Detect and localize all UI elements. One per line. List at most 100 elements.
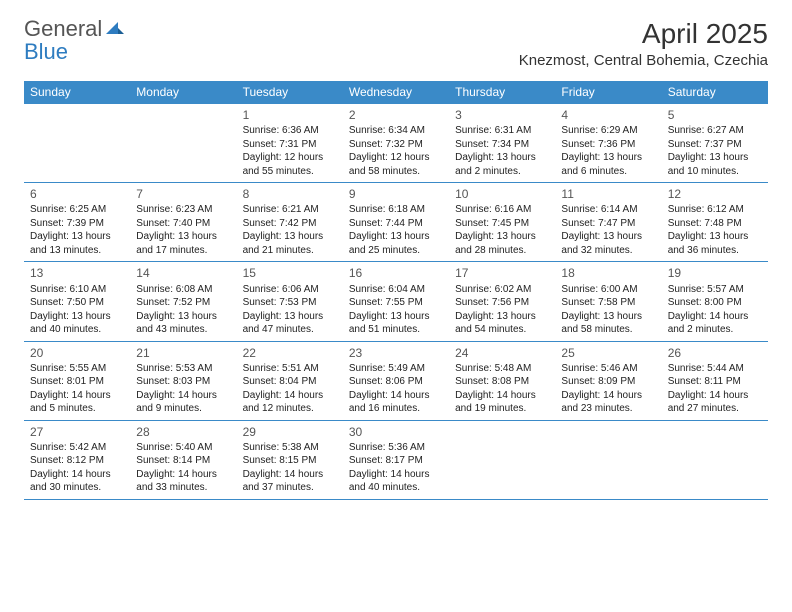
calendar-page: General Blue April 2025 Knezmost, Centra… — [0, 0, 792, 518]
brand-part2: Blue — [24, 39, 68, 64]
sunrise-text: Sunrise: 5:36 AM — [349, 441, 443, 455]
calendar-day-cell: 17Sunrise: 6:02 AMSunset: 7:56 PMDayligh… — [449, 262, 555, 341]
daylight-text: Daylight: 14 hours and 23 minutes. — [561, 389, 655, 416]
sunset-text: Sunset: 8:15 PM — [243, 454, 337, 468]
sunset-text: Sunset: 8:12 PM — [30, 454, 124, 468]
day-number: 8 — [243, 186, 337, 202]
sunset-text: Sunset: 7:44 PM — [349, 217, 443, 231]
sunrise-text: Sunrise: 6:34 AM — [349, 124, 443, 138]
daylight-text: Daylight: 13 hours and 43 minutes. — [136, 310, 230, 337]
calendar-day-cell: 29Sunrise: 5:38 AMSunset: 8:15 PMDayligh… — [237, 420, 343, 499]
title-block: April 2025 Knezmost, Central Bohemia, Cz… — [519, 18, 768, 69]
calendar-day-cell: 7Sunrise: 6:23 AMSunset: 7:40 PMDaylight… — [130, 183, 236, 262]
calendar-day-cell: 21Sunrise: 5:53 AMSunset: 8:03 PMDayligh… — [130, 341, 236, 420]
sunset-text: Sunset: 7:32 PM — [349, 138, 443, 152]
daylight-text: Daylight: 14 hours and 16 minutes. — [349, 389, 443, 416]
day-number: 28 — [136, 424, 230, 440]
daylight-text: Daylight: 13 hours and 25 minutes. — [349, 230, 443, 257]
calendar-day-cell — [662, 420, 768, 499]
daylight-text: Daylight: 14 hours and 33 minutes. — [136, 468, 230, 495]
day-number: 29 — [243, 424, 337, 440]
day-number: 19 — [668, 265, 762, 281]
daylight-text: Daylight: 13 hours and 47 minutes. — [243, 310, 337, 337]
sunset-text: Sunset: 8:08 PM — [455, 375, 549, 389]
daylight-text: Daylight: 13 hours and 6 minutes. — [561, 151, 655, 178]
daylight-text: Daylight: 14 hours and 2 minutes. — [668, 310, 762, 337]
sunset-text: Sunset: 7:37 PM — [668, 138, 762, 152]
calendar-day-cell: 11Sunrise: 6:14 AMSunset: 7:47 PMDayligh… — [555, 183, 661, 262]
daylight-text: Daylight: 13 hours and 51 minutes. — [349, 310, 443, 337]
day-number: 11 — [561, 186, 655, 202]
sunset-text: Sunset: 8:01 PM — [30, 375, 124, 389]
calendar-day-cell: 27Sunrise: 5:42 AMSunset: 8:12 PMDayligh… — [24, 420, 130, 499]
sunset-text: Sunset: 7:53 PM — [243, 296, 337, 310]
sunrise-text: Sunrise: 6:16 AM — [455, 203, 549, 217]
day-header: Wednesday — [343, 81, 449, 104]
daylight-text: Daylight: 13 hours and 21 minutes. — [243, 230, 337, 257]
day-header: Saturday — [662, 81, 768, 104]
sunrise-text: Sunrise: 6:36 AM — [243, 124, 337, 138]
calendar-day-cell — [130, 104, 236, 183]
sunset-text: Sunset: 8:17 PM — [349, 454, 443, 468]
sunrise-text: Sunrise: 6:27 AM — [668, 124, 762, 138]
calendar-table: Sunday Monday Tuesday Wednesday Thursday… — [24, 81, 768, 500]
day-number: 13 — [30, 265, 124, 281]
day-number: 18 — [561, 265, 655, 281]
day-number: 25 — [561, 345, 655, 361]
sunset-text: Sunset: 7:50 PM — [30, 296, 124, 310]
sunrise-text: Sunrise: 6:00 AM — [561, 283, 655, 297]
calendar-week-row: 27Sunrise: 5:42 AMSunset: 8:12 PMDayligh… — [24, 420, 768, 499]
calendar-day-cell: 28Sunrise: 5:40 AMSunset: 8:14 PMDayligh… — [130, 420, 236, 499]
brand-logo: General Blue — [24, 18, 124, 64]
daylight-text: Daylight: 14 hours and 9 minutes. — [136, 389, 230, 416]
calendar-day-cell: 18Sunrise: 6:00 AMSunset: 7:58 PMDayligh… — [555, 262, 661, 341]
calendar-day-cell: 19Sunrise: 5:57 AMSunset: 8:00 PMDayligh… — [662, 262, 768, 341]
day-header-row: Sunday Monday Tuesday Wednesday Thursday… — [24, 81, 768, 104]
daylight-text: Daylight: 14 hours and 5 minutes. — [30, 389, 124, 416]
sunset-text: Sunset: 7:47 PM — [561, 217, 655, 231]
calendar-day-cell — [24, 104, 130, 183]
sunset-text: Sunset: 8:03 PM — [136, 375, 230, 389]
calendar-day-cell: 26Sunrise: 5:44 AMSunset: 8:11 PMDayligh… — [662, 341, 768, 420]
calendar-week-row: 20Sunrise: 5:55 AMSunset: 8:01 PMDayligh… — [24, 341, 768, 420]
day-number: 10 — [455, 186, 549, 202]
day-number: 12 — [668, 186, 762, 202]
day-number: 22 — [243, 345, 337, 361]
calendar-day-cell: 23Sunrise: 5:49 AMSunset: 8:06 PMDayligh… — [343, 341, 449, 420]
day-header: Tuesday — [237, 81, 343, 104]
calendar-day-cell: 13Sunrise: 6:10 AMSunset: 7:50 PMDayligh… — [24, 262, 130, 341]
sunrise-text: Sunrise: 5:49 AM — [349, 362, 443, 376]
sunset-text: Sunset: 8:09 PM — [561, 375, 655, 389]
day-number: 9 — [349, 186, 443, 202]
daylight-text: Daylight: 14 hours and 12 minutes. — [243, 389, 337, 416]
sunrise-text: Sunrise: 6:18 AM — [349, 203, 443, 217]
calendar-week-row: 1Sunrise: 6:36 AMSunset: 7:31 PMDaylight… — [24, 104, 768, 183]
calendar-day-cell — [555, 420, 661, 499]
daylight-text: Daylight: 13 hours and 28 minutes. — [455, 230, 549, 257]
sunset-text: Sunset: 7:34 PM — [455, 138, 549, 152]
daylight-text: Daylight: 13 hours and 32 minutes. — [561, 230, 655, 257]
sunrise-text: Sunrise: 6:14 AM — [561, 203, 655, 217]
day-number: 6 — [30, 186, 124, 202]
page-header: General Blue April 2025 Knezmost, Centra… — [24, 18, 768, 69]
calendar-day-cell: 22Sunrise: 5:51 AMSunset: 8:04 PMDayligh… — [237, 341, 343, 420]
calendar-day-cell: 6Sunrise: 6:25 AMSunset: 7:39 PMDaylight… — [24, 183, 130, 262]
day-number: 2 — [349, 107, 443, 123]
calendar-day-cell: 30Sunrise: 5:36 AMSunset: 8:17 PMDayligh… — [343, 420, 449, 499]
day-number: 15 — [243, 265, 337, 281]
daylight-text: Daylight: 14 hours and 19 minutes. — [455, 389, 549, 416]
sunset-text: Sunset: 8:04 PM — [243, 375, 337, 389]
sunset-text: Sunset: 8:00 PM — [668, 296, 762, 310]
daylight-text: Daylight: 14 hours and 30 minutes. — [30, 468, 124, 495]
sunset-text: Sunset: 7:52 PM — [136, 296, 230, 310]
day-header: Monday — [130, 81, 236, 104]
daylight-text: Daylight: 13 hours and 10 minutes. — [668, 151, 762, 178]
sunrise-text: Sunrise: 5:46 AM — [561, 362, 655, 376]
calendar-day-cell: 16Sunrise: 6:04 AMSunset: 7:55 PMDayligh… — [343, 262, 449, 341]
sunrise-text: Sunrise: 6:06 AM — [243, 283, 337, 297]
sunset-text: Sunset: 7:55 PM — [349, 296, 443, 310]
sunrise-text: Sunrise: 6:04 AM — [349, 283, 443, 297]
sunrise-text: Sunrise: 6:23 AM — [136, 203, 230, 217]
day-number: 24 — [455, 345, 549, 361]
sunrise-text: Sunrise: 6:29 AM — [561, 124, 655, 138]
